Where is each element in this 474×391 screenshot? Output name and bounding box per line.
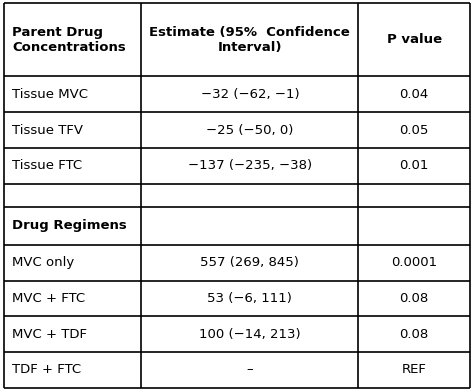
Text: MVC only: MVC only <box>12 256 74 269</box>
Text: 0.0001: 0.0001 <box>391 256 438 269</box>
Text: Tissue FTC: Tissue FTC <box>12 160 82 172</box>
Text: P value: P value <box>387 33 442 46</box>
Text: 0.05: 0.05 <box>400 124 429 137</box>
Text: 0.08: 0.08 <box>400 328 429 341</box>
Text: –: – <box>246 364 253 377</box>
Text: Drug Regimens: Drug Regimens <box>12 219 127 232</box>
Text: 0.04: 0.04 <box>400 88 429 101</box>
Text: MVC + TDF: MVC + TDF <box>12 328 87 341</box>
Text: Tissue TFV: Tissue TFV <box>12 124 83 137</box>
Text: 0.01: 0.01 <box>400 160 429 172</box>
Text: TDF + FTC: TDF + FTC <box>12 364 82 377</box>
Text: REF: REF <box>402 364 427 377</box>
Text: −137 (−235, −38): −137 (−235, −38) <box>188 160 312 172</box>
Text: −25 (−50, 0): −25 (−50, 0) <box>206 124 293 137</box>
Text: MVC + FTC: MVC + FTC <box>12 292 85 305</box>
Text: 557 (269, 845): 557 (269, 845) <box>201 256 299 269</box>
Text: Tissue MVC: Tissue MVC <box>12 88 88 101</box>
Text: 53 (−6, 111): 53 (−6, 111) <box>208 292 292 305</box>
Text: Estimate (95%  Confidence
Interval): Estimate (95% Confidence Interval) <box>149 26 350 54</box>
Text: −32 (−62, −1): −32 (−62, −1) <box>201 88 299 101</box>
Text: Parent Drug
Concentrations: Parent Drug Concentrations <box>12 26 126 54</box>
Text: 0.08: 0.08 <box>400 292 429 305</box>
Text: 100 (−14, 213): 100 (−14, 213) <box>199 328 301 341</box>
